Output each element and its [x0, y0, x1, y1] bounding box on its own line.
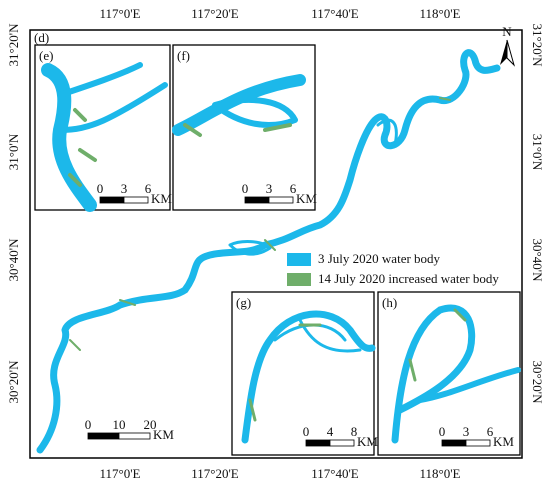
scale-segment [244, 196, 270, 204]
top-coord-label: 117°0'E [100, 6, 141, 21]
scale-tick-label: 6 [290, 181, 297, 196]
inset-h [377, 291, 521, 456]
bottom-coord-label: 117°20'E [191, 466, 239, 481]
top-coord-label: 118°0'E [420, 6, 461, 21]
scale-tick-label: 0 [97, 181, 104, 196]
scale-segment [99, 196, 125, 204]
north-label: N [502, 24, 512, 39]
bottom-coord-label: 118°0'E [420, 466, 461, 481]
scale-tick-label: 0 [439, 424, 446, 439]
bottom-coord-label: 117°0'E [100, 466, 141, 481]
scale-tick-label: 4 [327, 424, 334, 439]
scale-unit: KM [151, 191, 172, 206]
legend-swatch [287, 253, 311, 266]
inset-g [231, 291, 376, 456]
scale-segment [441, 439, 467, 447]
scale-unit: KM [296, 191, 317, 206]
scale-tick-label: 20 [144, 417, 157, 432]
left-coord-label: 30°40'N [6, 238, 21, 282]
legend-label: 14 July 2020 increased water body [318, 271, 499, 286]
right-coord-label: 30°20'N [530, 361, 545, 405]
scale-segment [465, 439, 491, 447]
top-coord-label: 117°20'E [191, 6, 239, 21]
scale-segment [87, 432, 120, 440]
right-coord-label: 30°40'N [530, 239, 545, 283]
inset-f [172, 44, 316, 211]
north-arrow [500, 39, 515, 67]
scale-segment [118, 432, 151, 440]
scale-unit: KM [357, 434, 378, 449]
scale-tick-label: 3 [121, 181, 128, 196]
bottom-coord-label: 117°40'E [311, 466, 359, 481]
scale-unit: KM [493, 434, 514, 449]
panel-label: (e) [39, 48, 53, 63]
scale-segment [268, 196, 294, 204]
scale-tick-label: 10 [113, 417, 126, 432]
panel-label: (f) [177, 48, 190, 63]
main-river [36, 49, 501, 454]
legend-label: 3 July 2020 water body [318, 251, 441, 266]
scale-segment [123, 196, 149, 204]
panel-label: (d) [34, 30, 49, 45]
scale-tick-label: 0 [242, 181, 249, 196]
inset-e [34, 44, 171, 212]
scale-tick-label: 6 [145, 181, 152, 196]
scale-tick-label: 3 [463, 424, 470, 439]
panel-label: (h) [382, 295, 397, 310]
left-coord-label: 30°20'N [6, 360, 21, 404]
legend: 3 July 2020 water body 14 July 2020 incre… [287, 251, 499, 286]
scale-tick-label: 3 [266, 181, 273, 196]
scale-segment [305, 439, 331, 447]
scale-segment [329, 439, 355, 447]
scale-tick-label: 8 [351, 424, 358, 439]
scale-tick-label: 0 [303, 424, 310, 439]
scale-unit: KM [153, 427, 174, 442]
left-coord-label: 31°20'N [6, 23, 21, 67]
left-coord-label: 31°0'N [6, 133, 21, 170]
scale-tick-label: 0 [85, 417, 92, 432]
right-coord-label: 31°20'N [530, 24, 545, 68]
top-coord-label: 117°40'E [311, 6, 359, 21]
right-coord-label: 31°0'N [530, 134, 545, 171]
panel-label: (g) [236, 295, 251, 310]
scale-tick-label: 6 [487, 424, 494, 439]
legend-swatch [287, 273, 311, 286]
